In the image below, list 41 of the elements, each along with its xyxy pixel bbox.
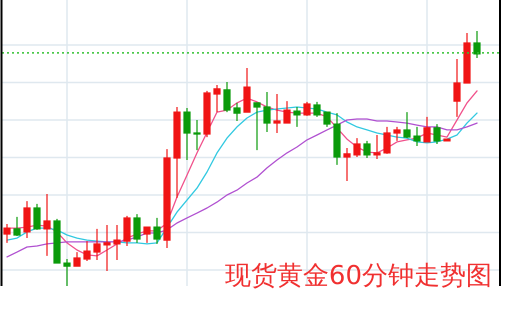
candlestick xyxy=(463,32,471,84)
candlestick xyxy=(263,91,271,133)
candlestick xyxy=(3,223,11,244)
candlestick xyxy=(143,226,151,244)
candlestick xyxy=(303,101,311,117)
candlestick xyxy=(333,112,341,166)
candlestick xyxy=(283,100,291,124)
candlestick xyxy=(313,101,321,118)
candlestick xyxy=(133,213,141,244)
candlestick xyxy=(433,123,441,145)
candlestick xyxy=(243,67,251,113)
candlestick xyxy=(73,251,81,267)
candlestick xyxy=(223,81,231,113)
candlestick xyxy=(293,106,301,128)
candlestick xyxy=(43,193,51,257)
candlestick xyxy=(383,126,391,155)
candlestick xyxy=(23,200,31,239)
candlestick xyxy=(173,106,181,199)
candlestick xyxy=(443,138,451,142)
candlestick xyxy=(353,138,361,158)
candlestick xyxy=(213,84,221,113)
candlestick xyxy=(13,216,21,237)
candlestick xyxy=(413,126,421,147)
candlestick xyxy=(163,148,171,249)
candlestick xyxy=(203,90,211,138)
candlestick xyxy=(363,140,371,159)
candlestick xyxy=(233,102,241,122)
candlestick xyxy=(53,218,61,264)
candlestick xyxy=(403,111,411,139)
candlestick xyxy=(93,228,101,261)
candlestick xyxy=(323,111,331,128)
candlestick xyxy=(123,215,131,247)
text: 现货黄金60分钟走势图 xyxy=(224,261,492,291)
candlestick xyxy=(153,217,161,245)
candlestick xyxy=(183,107,191,161)
candlestick xyxy=(423,116,431,143)
candlestick xyxy=(453,58,461,118)
candlestick xyxy=(473,30,481,59)
candlestick xyxy=(83,240,91,262)
candlestick xyxy=(113,224,121,261)
candlestick xyxy=(33,203,41,230)
